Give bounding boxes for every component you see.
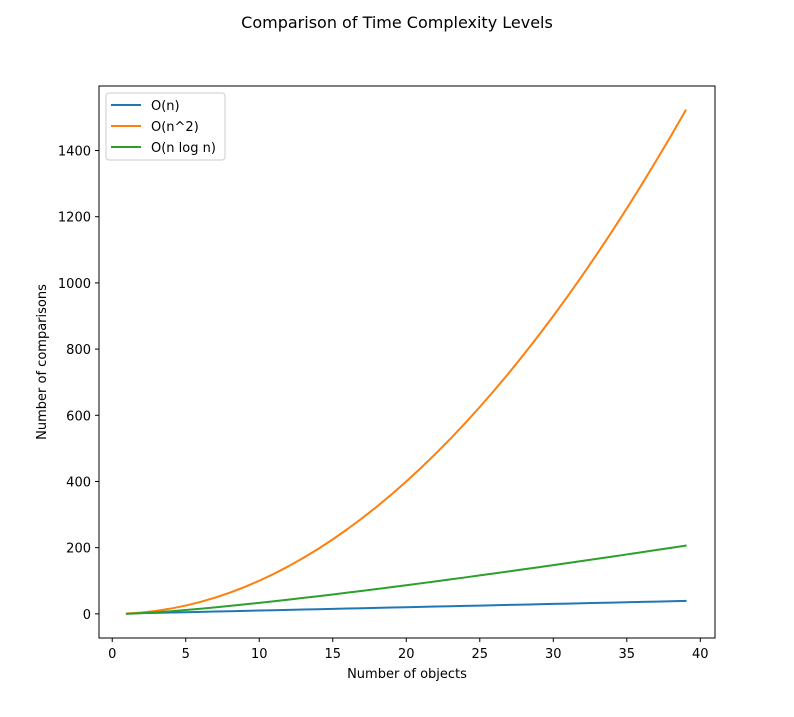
y-tick-label: 400 — [66, 475, 91, 490]
x-tick-label: 30 — [545, 647, 562, 662]
x-tick-label: 0 — [108, 647, 116, 662]
x-tick-label: 25 — [471, 647, 488, 662]
y-axis-ticks: 0 200 400 600 800 1000 1200 1400 — [58, 145, 99, 623]
y-tick-label: 200 — [66, 542, 91, 557]
x-tick-label: 15 — [324, 647, 341, 662]
axes-frame — [98, 85, 716, 639]
legend-label: O(n log n) — [151, 141, 216, 156]
legend-entries: O(n) O(n^2) O(n log n) — [111, 99, 216, 156]
legend-box — [105, 92, 226, 161]
x-tick-label: 10 — [251, 647, 268, 662]
legend-label: O(n) — [151, 99, 180, 114]
y-tick-label: 1000 — [58, 277, 91, 292]
x-axis-ticks: 0 5 10 15 20 25 30 35 40 — [108, 638, 709, 662]
y-tick-label: 1400 — [58, 145, 91, 160]
x-tick-label: 35 — [619, 647, 636, 662]
chart-title: Comparison of Time Complexity Levels — [241, 13, 553, 32]
series-line-1 — [125, 599, 687, 615]
legend-label: O(n^2) — [151, 120, 199, 135]
x-tick-label: 20 — [398, 647, 415, 662]
legend: O(n) O(n^2) O(n log n) — [105, 92, 226, 161]
y-tick-label: 600 — [66, 409, 91, 424]
series-layer — [125, 109, 687, 615]
series-line-3 — [125, 544, 687, 615]
x-tick-label: 5 — [182, 647, 190, 662]
y-tick-label: 800 — [66, 343, 91, 358]
x-tick-label: 40 — [692, 647, 709, 662]
plot-area: 0 5 10 15 20 25 30 35 40 0 200 400 600 800 1000 1200 14… — [58, 85, 716, 662]
y-tick-label: 1200 — [58, 211, 91, 226]
y-tick-label: 0 — [83, 608, 91, 623]
series-line-2 — [125, 109, 687, 615]
y-axis-label: Number of comparisons — [35, 284, 50, 440]
x-axis-label: Number of objects — [347, 667, 467, 682]
